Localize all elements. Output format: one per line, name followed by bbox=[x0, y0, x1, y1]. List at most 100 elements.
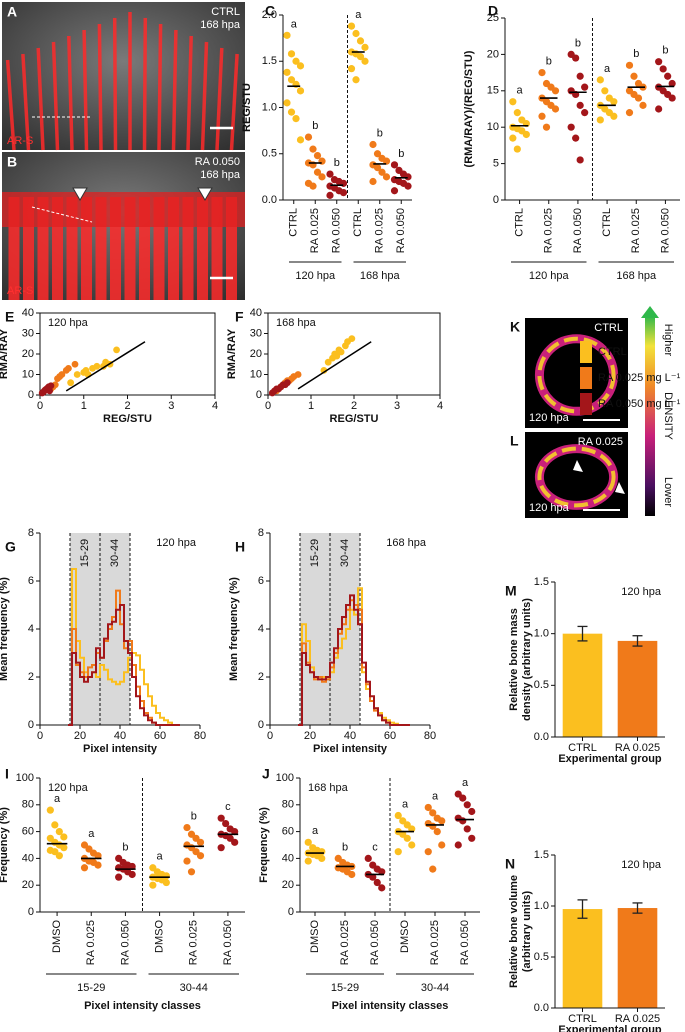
y-tick-label: 60 bbox=[22, 826, 34, 838]
arrowhead bbox=[72, 187, 88, 201]
point bbox=[373, 164, 382, 172]
bar bbox=[617, 640, 658, 737]
y-tick-label: 10 bbox=[22, 368, 34, 380]
significance-letter: b bbox=[662, 45, 668, 57]
point bbox=[655, 58, 663, 66]
point bbox=[292, 57, 300, 65]
point bbox=[196, 852, 205, 860]
point bbox=[403, 834, 411, 842]
group-label: 15-29 bbox=[331, 982, 359, 994]
letter: H bbox=[235, 539, 245, 555]
x-tick-label: 60 bbox=[384, 730, 396, 742]
point bbox=[149, 881, 157, 889]
y-tick-label: 80 bbox=[282, 799, 294, 811]
x-axis-label: Experimental group bbox=[558, 1024, 662, 1032]
x-tick-label: RA 0.050 bbox=[572, 208, 584, 253]
point bbox=[438, 841, 446, 849]
point bbox=[433, 828, 441, 836]
group-label: 30-44 bbox=[180, 982, 208, 994]
x-tick-label: RA 0.025 bbox=[339, 920, 351, 965]
y-tick-label: 1.5 bbox=[262, 55, 277, 67]
point bbox=[601, 87, 609, 95]
bar bbox=[562, 633, 603, 737]
y-tick-label: 0 bbox=[256, 389, 262, 401]
point bbox=[348, 335, 356, 343]
y-tick-label: 6 bbox=[28, 575, 34, 587]
significance-letter: a bbox=[312, 825, 319, 837]
band-label: 30-44 bbox=[339, 539, 351, 567]
significance-letter: a bbox=[517, 85, 524, 97]
group-label: 168 hpa bbox=[616, 270, 657, 282]
arrowhead bbox=[615, 482, 625, 494]
y-axis-label: Mean frequency (%) bbox=[0, 577, 10, 681]
point bbox=[394, 811, 402, 820]
y-tick-label: 0 bbox=[28, 719, 34, 731]
image-panel: K CTRL 120 hpa bbox=[510, 318, 628, 428]
legend-swatch bbox=[580, 367, 592, 389]
ray bbox=[97, 23, 103, 151]
x-axis-label: Pixel intensity classes bbox=[332, 1000, 449, 1012]
point bbox=[369, 140, 377, 149]
point bbox=[287, 76, 296, 84]
point bbox=[55, 828, 63, 836]
point bbox=[378, 868, 386, 876]
annotation: 120 hpa bbox=[48, 317, 89, 329]
point bbox=[513, 109, 521, 117]
letter: K bbox=[510, 319, 520, 335]
significance-letter: a bbox=[355, 9, 362, 21]
colorbar-label: DENSITY bbox=[662, 392, 674, 440]
x-tick-label: 0 bbox=[37, 730, 43, 742]
x-tick-label: RA 0.050 bbox=[222, 920, 234, 965]
significance-letter: a bbox=[604, 63, 611, 75]
point bbox=[55, 852, 63, 860]
point bbox=[313, 152, 322, 160]
colorbar bbox=[645, 316, 655, 516]
x-axis-label: Experimental group bbox=[558, 753, 662, 765]
point bbox=[509, 134, 517, 142]
x-tick-label: 0 bbox=[267, 730, 273, 742]
point bbox=[187, 868, 196, 876]
point bbox=[324, 358, 332, 366]
y-tick-label: 8 bbox=[258, 527, 264, 539]
point bbox=[576, 156, 584, 164]
x-tick-label: DMSO bbox=[309, 920, 321, 953]
point bbox=[463, 825, 471, 833]
point bbox=[217, 844, 225, 852]
point bbox=[538, 69, 546, 77]
x-tick-label: RA 0.050 bbox=[369, 920, 381, 965]
x-tick-label: RA 0.025 bbox=[543, 208, 555, 253]
letter: F bbox=[235, 309, 244, 325]
group-label: 168 hpa bbox=[360, 270, 401, 282]
point bbox=[468, 834, 476, 842]
y-tick-label: 6 bbox=[258, 575, 264, 587]
y-tick-label: 0 bbox=[258, 719, 264, 731]
significance-letter: b bbox=[334, 157, 340, 169]
ray bbox=[36, 47, 45, 151]
frequency-line bbox=[298, 594, 410, 726]
point bbox=[94, 852, 102, 860]
point bbox=[304, 133, 313, 141]
y-tick-label: 1.5 bbox=[534, 576, 549, 588]
point bbox=[394, 848, 402, 856]
x-axis-label: REG/STU bbox=[103, 413, 152, 425]
ray bbox=[215, 47, 224, 151]
ray bbox=[229, 53, 239, 151]
point bbox=[217, 814, 225, 822]
point bbox=[93, 362, 101, 370]
point bbox=[369, 177, 377, 186]
x-tick-label: RA 0.025 bbox=[374, 208, 386, 253]
x-tick-label: 80 bbox=[424, 730, 436, 742]
point bbox=[551, 87, 560, 95]
point bbox=[382, 173, 391, 181]
point bbox=[326, 170, 334, 178]
corner-note: AR-S bbox=[7, 135, 33, 147]
point bbox=[408, 825, 416, 833]
point bbox=[65, 364, 72, 372]
band-label: 30-44 bbox=[109, 539, 121, 567]
y-tick-label: 40 bbox=[250, 307, 262, 319]
point bbox=[115, 873, 123, 881]
ray bbox=[5, 59, 16, 151]
image-label: 168 hpa bbox=[200, 19, 241, 31]
